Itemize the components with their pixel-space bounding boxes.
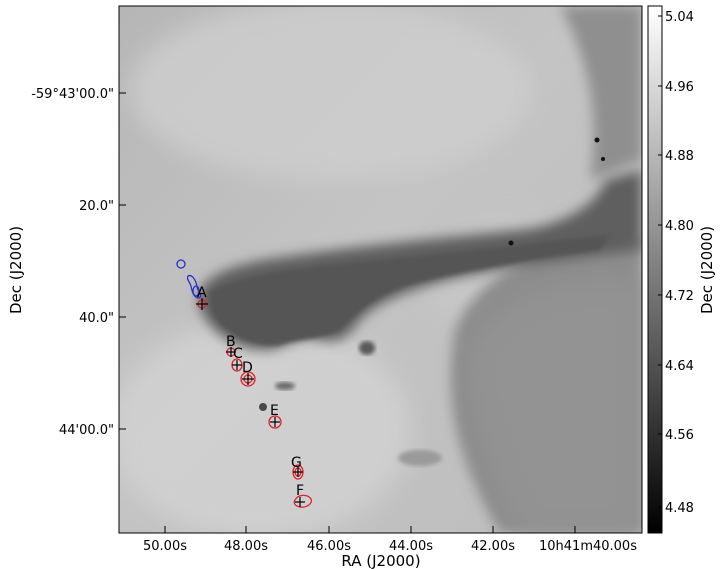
source-label-C: C xyxy=(233,346,243,362)
colorbar-tick-label: 4.64 xyxy=(665,359,694,374)
source-labels: A B C D E G F xyxy=(197,285,304,499)
source-label-A: A xyxy=(197,285,207,301)
x-tick-label: 42.00s xyxy=(471,539,515,554)
y-tick-label: 44'00.0" xyxy=(59,423,114,438)
source-label-F: F xyxy=(296,483,304,499)
source-markers xyxy=(196,298,305,507)
x-tick-label: 10h41m40.00s xyxy=(539,539,637,554)
x-axis xyxy=(164,526,576,533)
source-label-D: D xyxy=(242,360,253,376)
colorbar-tick-label: 4.80 xyxy=(665,219,694,234)
colorbar-tick-label: 4.96 xyxy=(665,80,694,95)
x-tick-labels: 50.00s 48.00s 46.00s 44.00s 42.00s 10h41… xyxy=(143,539,637,554)
y-axis xyxy=(119,92,126,430)
source-label-G: G xyxy=(291,455,302,471)
colorbar-tick-label: 5.04 xyxy=(665,10,694,25)
image-frame xyxy=(118,5,643,534)
x-tick-label: 48.00s xyxy=(224,539,268,554)
y-axis-title: Dec (J2000) xyxy=(7,226,25,314)
y-tick-label: -59°43'00.0" xyxy=(31,87,114,102)
source-label-B: B xyxy=(226,334,236,350)
colorbar-title: Dec (J2000) xyxy=(698,226,716,314)
blue-contours xyxy=(176,259,202,299)
source-label-E: E xyxy=(270,403,279,419)
colorbar-tick-label: 4.72 xyxy=(665,289,694,304)
x-tick-label: 44.00s xyxy=(389,539,433,554)
colorbar: 5.04 4.96 4.88 4.80 4.72 4.64 4.56 4.48 xyxy=(647,5,694,534)
y-tick-labels: -59°43'00.0" 20.0" 40.0" 44'00.0" xyxy=(31,87,114,438)
y-tick-label: 40.0" xyxy=(79,311,114,326)
y-tick-label: 20.0" xyxy=(79,199,114,214)
x-tick-label: 50.00s xyxy=(143,539,187,554)
x-tick-label: 46.00s xyxy=(307,539,351,554)
x-axis-title: RA (J2000) xyxy=(341,552,420,569)
colorbar-tick-label: 4.48 xyxy=(665,501,694,516)
colorbar-tick-label: 4.88 xyxy=(665,149,694,164)
colorbar-tick-label: 4.56 xyxy=(665,428,694,443)
image-panel xyxy=(119,6,642,533)
